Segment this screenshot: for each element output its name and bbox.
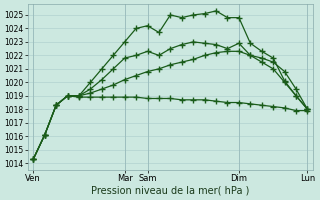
X-axis label: Pression niveau de la mer( hPa ): Pression niveau de la mer( hPa ) — [91, 186, 250, 196]
